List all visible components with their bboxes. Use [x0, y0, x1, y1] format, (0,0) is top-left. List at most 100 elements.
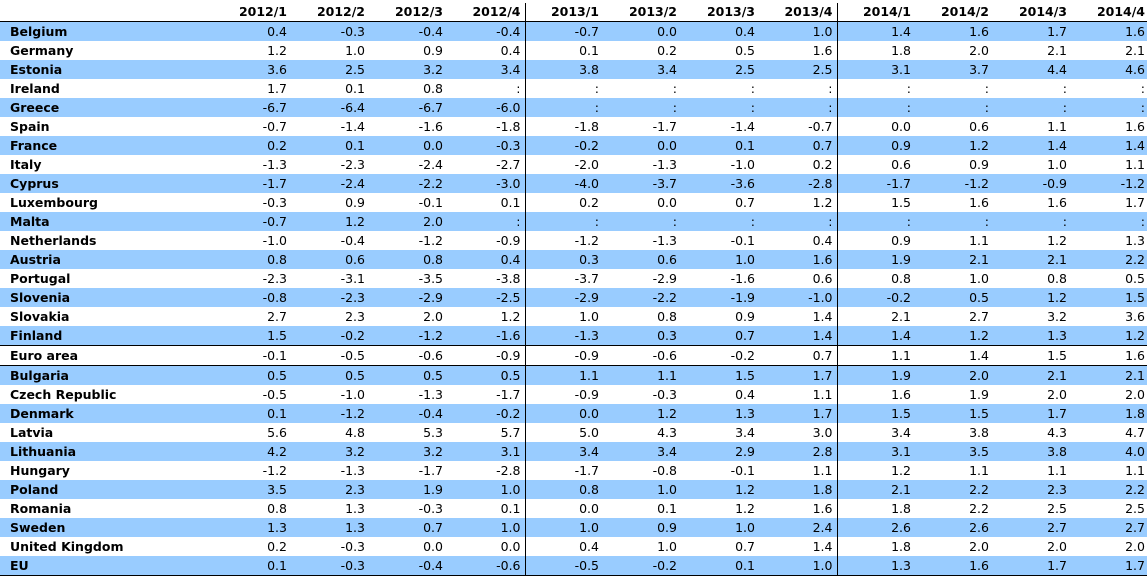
table-cell: 0.7 [759, 136, 838, 155]
table-cell: 1.5 [1071, 288, 1147, 307]
table-cell: 0.8 [369, 250, 447, 269]
column-header: 2014/1 [837, 3, 915, 22]
table-row: Hungary -1.2 -1.3 -1.7 -2.8 -1.7 -0.8 -0.1 1.1 1.… [0, 461, 1147, 480]
row-label: Belgium [0, 21, 213, 41]
table-cell: 3.2 [291, 442, 369, 461]
table-cell: 0.6 [969, 119, 989, 134]
header-row: 2012/1 2012/2 2012/3 2012/4 2013/1 2013/2 2013… [0, 3, 1147, 22]
table-cell: -2.3 [291, 288, 369, 307]
table-cell: -1.3 [525, 326, 603, 346]
table-cell: 3.2 [369, 442, 447, 461]
table-row: Malta -0.7 1.2 2.0::::::::: [0, 212, 1147, 231]
table-row: Bulgaria 0.5 0.5 0.5 0.5 1.1 1.1 1.5 1.7 1.9 2.0 2.… [0, 365, 1147, 385]
table-cell: 2.7 [1071, 518, 1147, 537]
table-cell: 3.1 [447, 442, 526, 461]
table-cell: 1.1 [1125, 463, 1145, 478]
table-cell: 2.1 [1047, 43, 1067, 58]
column-header: 2012/2 [291, 3, 369, 22]
table-cell: 2.4 [759, 518, 838, 537]
table-cell: -2.3 [262, 271, 287, 286]
table-cell: 0.5 [735, 43, 755, 58]
table-cell: 5.7 [447, 423, 526, 442]
table-cell: : [759, 79, 838, 98]
table-cell: -0.9 [447, 345, 526, 366]
table-cell: -0.6 [369, 345, 447, 366]
table-cell: 1.9 [837, 365, 915, 385]
table-row: Cyprus -1.7 -2.4 -2.2 -3.0 -4.0 -3.7 -3.6 -2.8 -1… [0, 174, 1147, 193]
table-cell: -0.1 [730, 233, 755, 248]
table-cell: 1.7 [759, 404, 838, 423]
table-cell: -2.8 [759, 174, 838, 193]
table-cell: : [1062, 81, 1067, 96]
table-cell: -0.5 [525, 556, 603, 576]
table-cell: 4.0 [1071, 442, 1147, 461]
table-cell: 1.2 [915, 136, 993, 155]
table-cell: -0.4 [340, 233, 365, 248]
table-cell: -1.2 [262, 463, 287, 478]
table-cell: -2.0 [574, 157, 599, 172]
table-cell: 0.4 [759, 231, 838, 250]
table-cell: 1.6 [915, 556, 993, 576]
row-label: Slovakia [10, 309, 70, 324]
table-cell: -0.3 [447, 136, 526, 155]
table-cell: 5.6 [267, 425, 287, 440]
table-cell: 0.1 [291, 136, 369, 155]
table-cell: -0.4 [369, 556, 447, 576]
table-cell: 1.6 [759, 41, 838, 60]
table-cell: 1.5 [213, 326, 291, 346]
row-label: Hungary [10, 463, 70, 478]
table-cell: 5.3 [423, 425, 443, 440]
row-label: Poland [0, 480, 213, 499]
table-row: Sweden 1.3 1.3 0.7 1.0 1.0 0.9 1.0 2.4 2.6 2.6 2.7 2… [0, 518, 1147, 537]
column-header: 2013/2 [603, 3, 681, 22]
table-cell: 3.8 [969, 425, 989, 440]
table-cell: 2.0 [969, 43, 989, 58]
table-row: Poland 3.5 2.3 1.9 1.0 0.8 1.0 1.2 1.8 2.1 2.2 2.3 2… [0, 480, 1147, 499]
table-cell: 1.3 [993, 326, 1071, 346]
table-cell: 0.0 [603, 21, 681, 41]
row-label: Romania [10, 501, 72, 516]
table-cell: : [906, 81, 911, 96]
table-row: Latvia 5.6 4.8 5.3 5.7 5.0 4.3 3.4 3.0 3.4 3.8 4.3 4… [0, 423, 1147, 442]
table-cell: 5.0 [579, 425, 599, 440]
table-cell: -0.3 [340, 539, 365, 554]
table-row: Italy -1.3 -2.3 -2.4 -2.7 -2.0 -1.3 -1.0 0.2 0.6 0… [0, 155, 1147, 174]
table-cell: -0.9 [993, 174, 1071, 193]
table-cell: -1.6 [447, 326, 526, 346]
table-cell: -0.9 [574, 387, 599, 402]
table-cell: 2.2 [915, 480, 993, 499]
table-cell: 1.3 [837, 556, 915, 576]
table-cell: : [984, 81, 989, 96]
table-cell: 0.5 [1125, 271, 1145, 286]
table-cell: -3.0 [447, 174, 526, 193]
table-row: Portugal -2.3 -3.1 -3.5 -3.8 -3.7 -2.9 -1.6 0.6 0… [0, 269, 1147, 288]
table-cell: 3.4 [603, 60, 681, 79]
table-cell: 0.8 [657, 309, 677, 324]
row-label: EU [0, 556, 213, 576]
table-cell: 1.2 [759, 193, 838, 212]
table-cell: -0.9 [447, 231, 526, 250]
table-cell: -6.0 [447, 98, 526, 117]
table-cell: 2.6 [837, 518, 915, 537]
table-cell: -2.9 [525, 288, 603, 307]
table-cell: -0.2 [603, 556, 681, 576]
table-cell: 2.1 [837, 480, 915, 499]
table-cell: 0.4 [447, 41, 526, 60]
table-cell: -1.7 [447, 385, 526, 404]
table-cell: 0.1 [447, 193, 526, 212]
table-cell: 0.1 [213, 404, 291, 423]
table-cell: 1.0 [657, 539, 677, 554]
table-cell: 3.4 [603, 442, 681, 461]
row-label: Latvia [10, 425, 54, 440]
table-cell: 1.5 [891, 195, 911, 210]
column-header: 2012/1 [213, 3, 291, 22]
table-cell: 2.5 [1125, 501, 1145, 516]
table-cell: 0.1 [447, 499, 526, 518]
table-cell: : [525, 212, 603, 231]
table-cell: -4.0 [525, 174, 603, 193]
row-label: Spain [10, 119, 50, 134]
table-cell: 1.5 [993, 345, 1071, 366]
table-cell: -0.8 [652, 463, 677, 478]
table-cell: 3.7 [915, 60, 993, 79]
table-cell: 0.8 [891, 271, 911, 286]
